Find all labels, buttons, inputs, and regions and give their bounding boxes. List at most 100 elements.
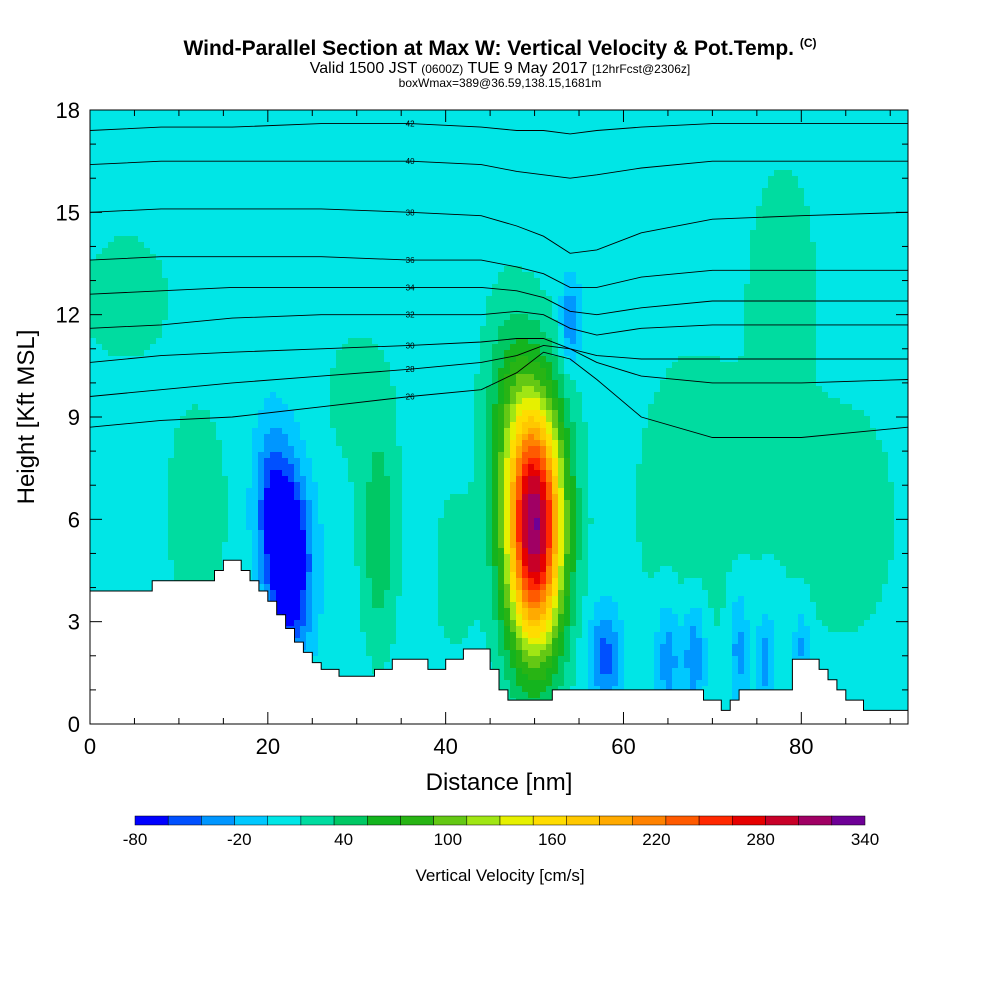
heatmap-cell [846, 134, 853, 141]
heatmap-cell [606, 320, 613, 327]
heatmap-cell [606, 284, 613, 291]
heatmap-cell [726, 176, 733, 183]
heatmap-cell [150, 308, 157, 315]
heatmap-cell [522, 242, 529, 249]
heatmap-cell [762, 200, 769, 207]
heatmap-cell [552, 212, 559, 219]
heatmap-cell [216, 122, 223, 129]
heatmap-cell [240, 230, 247, 237]
heatmap-cell [126, 110, 133, 117]
heatmap-cell [240, 242, 247, 249]
heatmap-cell [822, 248, 829, 255]
heatmap-cell [876, 230, 883, 237]
heatmap-cell [258, 320, 265, 327]
heatmap-cell [600, 284, 607, 291]
heatmap-cell [702, 254, 709, 261]
heatmap-cell [588, 314, 595, 321]
heatmap-cell [468, 128, 475, 135]
heatmap-cell [228, 254, 235, 261]
heatmap-cell [426, 122, 433, 129]
heatmap-cell [102, 200, 109, 207]
heatmap-cell [426, 176, 433, 183]
heatmap-cell [780, 302, 787, 309]
heatmap-cell [336, 110, 343, 117]
heatmap-cell [312, 176, 319, 183]
heatmap-cell [540, 140, 547, 147]
heatmap-cell [894, 164, 901, 171]
heatmap-cell [342, 272, 349, 279]
heatmap-cell [900, 110, 907, 117]
heatmap-cell [162, 188, 169, 195]
heatmap-cell [96, 266, 103, 273]
heatmap-cell [504, 266, 511, 273]
heatmap-cell [702, 146, 709, 153]
heatmap-cell [816, 308, 823, 315]
heatmap-cell [624, 170, 631, 177]
heatmap-cell [822, 122, 829, 129]
heatmap-cell [744, 242, 751, 249]
heatmap-cell [210, 116, 217, 123]
heatmap-cell [642, 320, 649, 327]
heatmap-cell [210, 212, 217, 219]
heatmap-cell [792, 182, 799, 189]
heatmap-cell [396, 128, 403, 135]
heatmap-cell [324, 200, 331, 207]
heatmap-cell [468, 152, 475, 159]
heatmap-cell [732, 134, 739, 141]
heatmap-cell [360, 308, 367, 315]
heatmap-cell [870, 224, 877, 231]
heatmap-cell [600, 308, 607, 315]
heatmap-cell [570, 260, 577, 267]
heatmap-cell [138, 158, 145, 165]
heatmap-cell [396, 140, 403, 147]
heatmap-cell [96, 248, 103, 255]
heatmap-cell [816, 320, 823, 327]
heatmap-cell [678, 296, 685, 303]
heatmap-cell [396, 308, 403, 315]
heatmap-cell [342, 224, 349, 231]
heatmap-cell [192, 170, 199, 177]
heatmap-cell [738, 320, 745, 327]
heatmap-cell [684, 224, 691, 231]
heatmap-cell [516, 164, 523, 171]
heatmap-cell [276, 224, 283, 231]
heatmap-cell [738, 314, 745, 321]
heatmap-cell [594, 170, 601, 177]
heatmap-cell [210, 260, 217, 267]
heatmap-cell [444, 176, 451, 183]
heatmap-cell [702, 314, 709, 321]
heatmap-cell [306, 308, 313, 315]
heatmap-cell [900, 314, 907, 321]
heatmap-cell [594, 272, 601, 279]
heatmap-cell [288, 134, 295, 141]
heatmap-cell [576, 320, 583, 327]
heatmap-cell [528, 242, 535, 249]
heatmap-cell [546, 296, 553, 303]
heatmap-cell [366, 254, 373, 261]
heatmap-cell [120, 314, 127, 321]
heatmap-cell [444, 128, 451, 135]
heatmap-cell [228, 224, 235, 231]
heatmap-cell [720, 230, 727, 237]
heatmap-cell [414, 140, 421, 147]
heatmap-cell [876, 116, 883, 123]
heatmap-cell [366, 236, 373, 243]
heatmap-cell [306, 236, 313, 243]
heatmap-cell [204, 242, 211, 249]
heatmap-cell [102, 308, 109, 315]
heatmap-cell [678, 236, 685, 243]
heatmap-cell [516, 278, 523, 285]
heatmap-cell [882, 128, 889, 135]
heatmap-cell [714, 254, 721, 261]
heatmap-cell [648, 230, 655, 237]
heatmap-cell [750, 212, 757, 219]
heatmap-cell [516, 134, 523, 141]
heatmap-cell [588, 194, 595, 201]
heatmap-cell [588, 152, 595, 159]
heatmap-cell [360, 302, 367, 309]
heatmap-cell [528, 308, 535, 315]
heatmap-cell [348, 218, 355, 225]
heatmap-cell [354, 110, 361, 117]
heatmap-cell [168, 128, 175, 135]
heatmap-cell [432, 308, 439, 315]
